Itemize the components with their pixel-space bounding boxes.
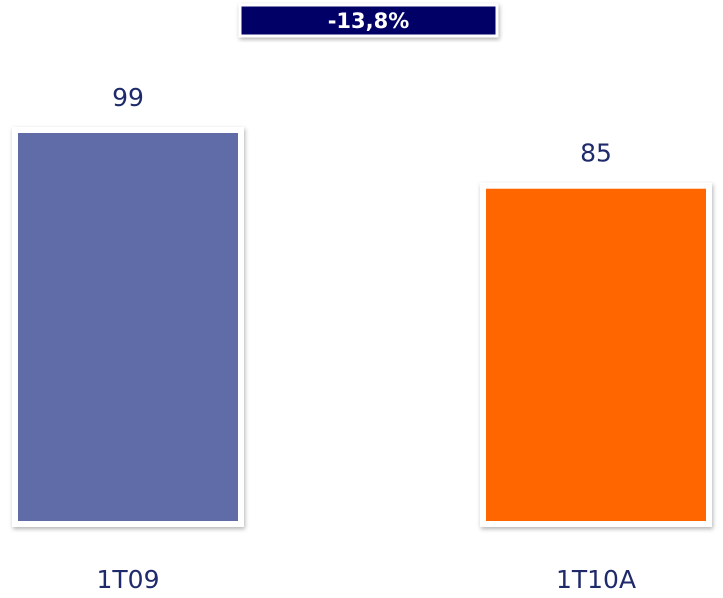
x-tick-label: 1T10A xyxy=(556,565,636,594)
value-label: 85 xyxy=(580,139,612,168)
x-tick-label: 1T09 xyxy=(97,565,160,594)
annotation-box xyxy=(238,3,499,38)
bar xyxy=(480,182,712,528)
bar xyxy=(12,127,244,527)
value-label: 99 xyxy=(112,83,144,112)
annotation: -13,8% xyxy=(328,9,410,33)
